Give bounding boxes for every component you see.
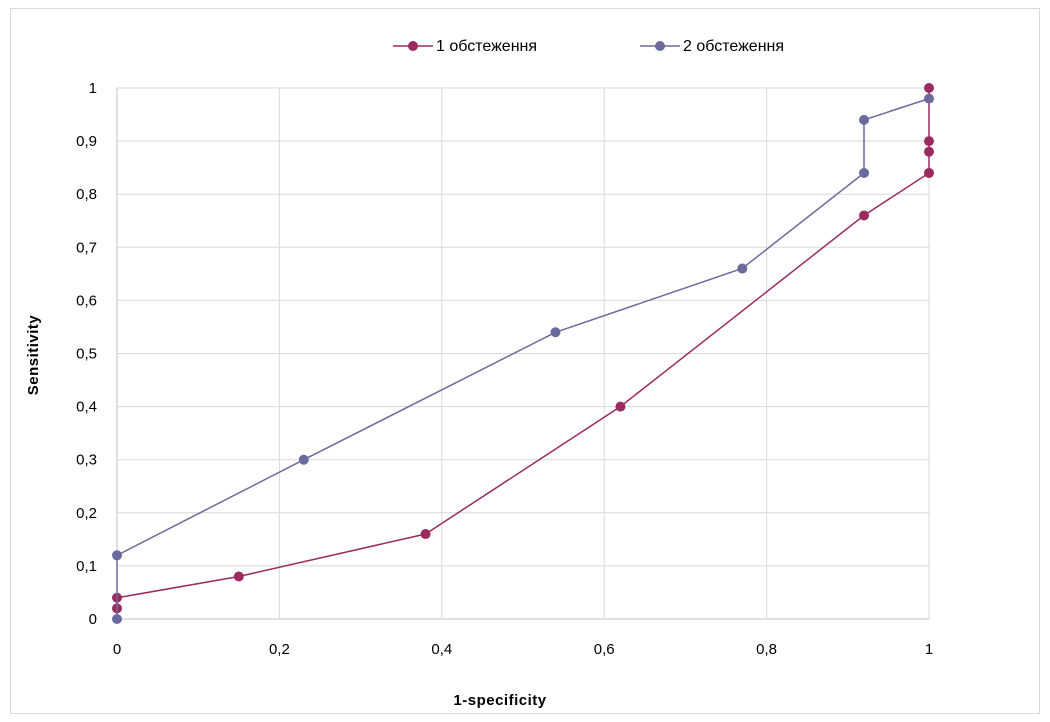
legend-marker	[408, 41, 418, 51]
legend-label: 2 обстеження	[683, 38, 784, 55]
data-point	[924, 167, 934, 178]
data-point	[924, 136, 934, 147]
data-point	[298, 454, 309, 465]
data-point	[924, 146, 934, 157]
y-tick-labels: 0 0,1 0,2 0,3 0,4 0,5 0,6 0,7 0,8 0,9 1	[76, 80, 97, 628]
x-axis-title: 1-specificity	[453, 692, 546, 709]
x-tick-labels: 0 0,2 0,4 0,6 0,8 1	[113, 641, 933, 658]
x-tick-label: 0	[113, 641, 121, 658]
legend-label: 1 обстеження	[436, 38, 537, 55]
y-tick-label: 0,4	[76, 399, 97, 416]
y-tick-label: 0,2	[76, 505, 97, 522]
data-point	[924, 93, 934, 104]
data-point	[233, 571, 244, 582]
data-point	[859, 114, 870, 125]
x-tick-label: 1	[925, 641, 933, 658]
data-point	[112, 550, 122, 561]
y-tick-label: 0,9	[76, 133, 97, 150]
data-point	[737, 263, 748, 274]
x-tick-label: 0,6	[594, 641, 615, 658]
y-tick-label: 0,1	[76, 558, 97, 575]
series-line	[116, 88, 930, 609]
series-line	[116, 97, 930, 619]
y-tick-label: 0,6	[76, 292, 97, 309]
data-point	[550, 327, 561, 338]
y-tick-label: 0,5	[76, 346, 97, 363]
data-point	[859, 167, 870, 178]
y-tick-label: 0,3	[76, 452, 97, 469]
legend-item: 1 обстеження	[393, 38, 537, 55]
legend-item: 2 обстеження	[640, 38, 784, 55]
y-tick-label: 1	[89, 80, 97, 97]
y-tick-label: 0,8	[76, 186, 97, 203]
x-tick-label: 0,4	[431, 641, 452, 658]
data-point	[924, 83, 934, 93]
x-tick-label: 0,8	[756, 641, 777, 658]
grid-lines	[116, 87, 930, 620]
y-tick-label: 0	[89, 611, 97, 628]
series-1	[112, 83, 934, 614]
legend-marker	[655, 41, 665, 51]
y-axis-title: Sensitivity	[25, 315, 42, 396]
chart-frame	[10, 8, 1040, 714]
data-series	[112, 83, 934, 624]
legend: 1 обстеження 2 обстеження	[393, 38, 784, 55]
y-tick-label: 0,7	[76, 239, 97, 256]
data-point	[112, 614, 122, 624]
x-tick-label: 0,2	[269, 641, 290, 658]
data-point	[615, 401, 626, 412]
data-point	[420, 529, 431, 540]
series-2	[112, 93, 934, 624]
data-point	[859, 210, 870, 221]
